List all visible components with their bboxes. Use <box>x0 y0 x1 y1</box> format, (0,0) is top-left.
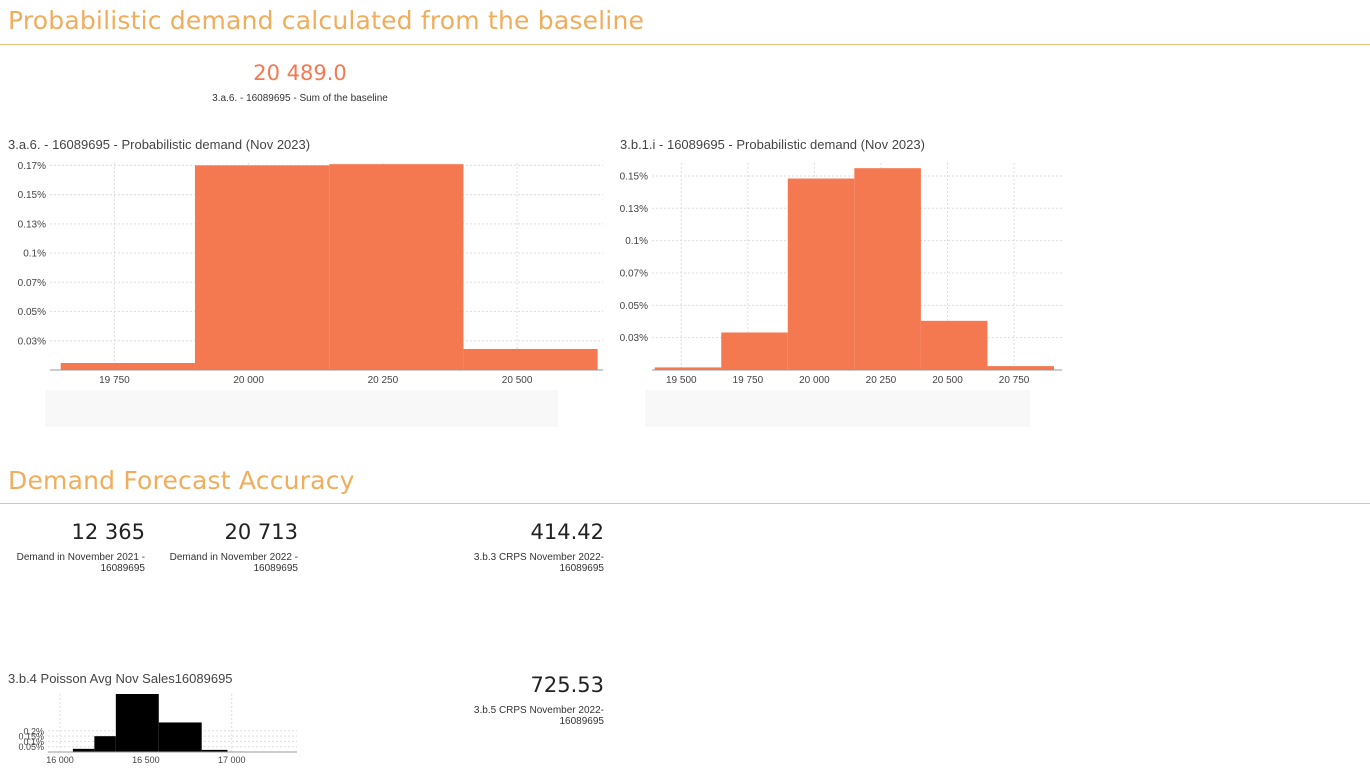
crps-3b3-label-line1: 3.b.3 CRPS November 2022- <box>473 552 604 563</box>
demand-2022-label: Demand in November 2022 - 16089695 <box>155 552 298 574</box>
chart2-xtick-label: 20 500 <box>932 375 963 386</box>
chart1-bar <box>194 165 330 370</box>
crps-3b3-label: 3.b.3 CRPS November 2022- 16089695 <box>440 552 604 574</box>
chart3-ytick-label: 0.2% <box>23 726 44 736</box>
crps-3b5-label-line1: 3.b.5 CRPS November 2022- <box>473 705 604 716</box>
chart1-xtick-label: 20 250 <box>368 375 399 386</box>
chart3-ytick-label: 0.1% <box>23 737 44 747</box>
baseline-sum-label: 3.a.6. - 16089695 - Sum of the baseline <box>212 93 388 104</box>
chart2-xtick-label: 19 500 <box>666 375 697 386</box>
crps-3b5-label-line2: 16089695 <box>559 716 605 727</box>
chart1-ytick-label: 0.17% <box>18 161 46 172</box>
demand-2021-value: 12 365 <box>71 520 145 544</box>
chart3-ytick-label: 0.15% <box>18 732 44 742</box>
chart3-ytick-label: 0.05% <box>18 742 44 752</box>
chart3-bar <box>201 749 228 752</box>
chart3-xtick-label: 16 500 <box>132 755 160 765</box>
section-divider <box>0 44 1370 45</box>
chart1-bar <box>463 348 598 370</box>
chart2-bar <box>854 168 921 370</box>
chart2-ytick-label: 0.07% <box>620 268 648 279</box>
chart1-bar <box>329 164 464 370</box>
crps-3b3-value: 414.42 <box>530 520 604 544</box>
chart2-xtick-label: 20 750 <box>999 375 1030 386</box>
chart3-histogram: 0.05%0.1%0.15%0.2% 16 000 16 500 17 000 <box>18 694 297 765</box>
chart2-ytick-label: 0.05% <box>620 301 648 312</box>
chart3-bar <box>72 748 95 752</box>
chart1-bar <box>60 362 195 370</box>
chart2-xtick-label: 19 750 <box>733 375 764 386</box>
section-divider-2 <box>0 503 1370 504</box>
demand-2021-label-line1: Demand in November 2021 - <box>16 552 145 563</box>
chart1-ytick-label: 0.13% <box>18 219 46 230</box>
demand-2022-label-line1: Demand in November 2022 - <box>169 552 298 563</box>
crps-3b5-value: 725.53 <box>530 673 604 697</box>
chart3-title: 3.b.4 Poisson Avg Nov Sales16089695 <box>8 671 233 686</box>
chart2-ytick-label: 0.15% <box>620 171 648 182</box>
chart1-xtick-label: 20 500 <box>502 375 533 386</box>
chart2-bar <box>920 320 988 370</box>
chart2-ytick-label: 0.13% <box>620 204 648 215</box>
chart1-ytick-label: 0.1% <box>23 249 46 260</box>
chart3-bar <box>158 722 202 752</box>
crps-3b5-label: 3.b.5 CRPS November 2022- 16089695 <box>440 705 604 727</box>
chart1-xtick-label: 19 750 <box>99 375 130 386</box>
demand-2022-value: 20 713 <box>224 520 298 544</box>
chart2-xtick-label: 20 250 <box>866 375 897 386</box>
chart2-footer-panel <box>645 390 1030 427</box>
chart2-ytick-label: 0.03% <box>620 333 648 344</box>
chart3-xtick-label: 16 000 <box>46 755 74 765</box>
chart1-title: 3.a.6. - 16089695 - Probabilistic demand… <box>8 137 311 152</box>
section-title-probabilistic: Probabilistic demand calculated from the… <box>8 6 645 35</box>
crps-3b3-label-line2: 16089695 <box>559 563 605 574</box>
chart3-xtick-label: 17 000 <box>218 755 246 765</box>
chart3-bar <box>115 694 159 752</box>
chart1-ytick-label: 0.05% <box>18 307 46 318</box>
chart1-xtick-label: 20 000 <box>233 375 264 386</box>
section-title-accuracy: Demand Forecast Accuracy <box>8 466 355 495</box>
chart2-bar <box>987 366 1055 370</box>
chart2-histogram: 0.03% 0.05% 0.07% 0.1% 0.13% 0.15% 19 500 19 75… <box>620 163 1062 386</box>
chart1-ytick-label: 0.07% <box>18 278 46 289</box>
baseline-sum-value: 20 489.0 <box>253 61 347 85</box>
chart2-bar <box>787 178 855 370</box>
demand-2021-label: Demand in November 2021 - 16089695 <box>5 552 145 574</box>
chart2-ytick-label: 0.1% <box>625 236 648 247</box>
chart1-ytick-label: 0.03% <box>18 336 46 347</box>
chart2-xtick-label: 20 000 <box>799 375 830 386</box>
demand-2022-label-line2: 16089695 <box>253 563 299 574</box>
demand-2021-label-line2: 16089695 <box>100 563 146 574</box>
chart1-footer-panel <box>45 390 558 427</box>
chart3-bar <box>94 736 116 752</box>
chart2-title: 3.b.1.i - 16089695 - Probabilistic deman… <box>620 137 925 152</box>
chart1-histogram: 0.03% 0.05% 0.07% 0.1% 0.13% 0.15% 0.17% 19 750… <box>18 161 603 386</box>
chart1-ytick-label: 0.15% <box>18 190 46 201</box>
chart2-bar <box>654 367 722 370</box>
chart2-bar <box>721 332 788 370</box>
